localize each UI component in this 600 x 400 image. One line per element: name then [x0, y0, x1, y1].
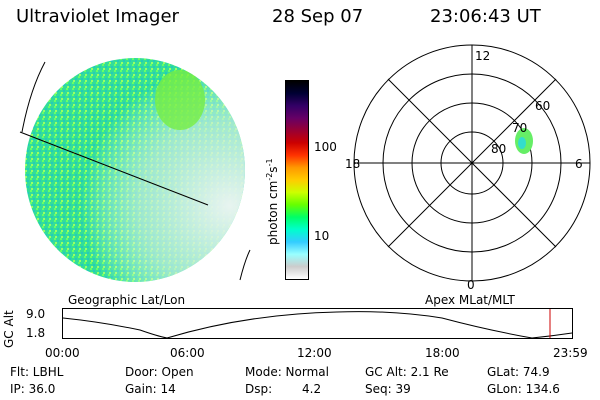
status-dsp-label: Dsp: — [245, 382, 273, 396]
alt-xtick-0600: 06:00 — [170, 346, 205, 360]
alt-xtick-0000: 00:00 — [45, 346, 80, 360]
status-glat: GLat: 74.9 — [487, 365, 550, 379]
polar-plot: 12 18 6 0 60 70 80 — [345, 44, 591, 292]
altitude-plot — [62, 308, 573, 339]
coastline-arc-2 — [239, 249, 251, 281]
mlt-label-12: 12 — [475, 49, 490, 63]
colorbar-tick-100: 100 — [314, 140, 337, 154]
alt-ytick-9: 9.0 — [26, 307, 46, 321]
coastline-arc — [21, 61, 46, 133]
colorbar-tick-10: 10 — [314, 229, 330, 243]
colorbar — [285, 80, 309, 280]
time-label: 23:06:43 UT — [430, 6, 541, 27]
status-door: Door: Open — [125, 365, 194, 379]
status-ip: IP: 36.0 — [10, 382, 56, 396]
app-title: Ultraviolet Imager — [16, 6, 179, 27]
alt-xtick-1800: 18:00 — [425, 346, 460, 360]
alt-xtick-2359: 23:59 — [553, 346, 588, 360]
mlt-label-0: 0 — [467, 278, 475, 292]
status-flt: Flt: LBHL — [10, 365, 64, 379]
polar-diagonal-2 — [387, 78, 557, 248]
altitude-plot-frame — [62, 308, 573, 339]
date-label: 28 Sep 07 — [272, 6, 364, 27]
terminator-line — [19, 131, 209, 206]
mlt-label-6: 6 — [575, 157, 583, 171]
lat-label-60: 60 — [535, 99, 550, 113]
status-mode: Mode: Normal — [245, 365, 329, 379]
geographic-label: Geographic Lat/Lon — [68, 293, 186, 307]
alt-ytick-1_8: 1.8 — [26, 326, 46, 340]
status-glon: GLon: 134.6 — [487, 382, 560, 396]
status-dsp-value: 4.2 — [302, 382, 322, 396]
alt-xtick-1200: 12:00 — [297, 346, 332, 360]
lat-label-70: 70 — [512, 121, 527, 135]
altitude-curve — [62, 311, 573, 339]
colorbar-label: photon cm-2s-1 — [265, 158, 280, 245]
status-gain: Gain: 14 — [125, 382, 176, 396]
uv-image-geographic — [19, 58, 251, 282]
apex-label: Apex MLat/MLT — [425, 293, 515, 307]
status-seq: Seq: 39 — [365, 382, 411, 396]
lat-label-80: 80 — [491, 142, 506, 156]
auroral-oval-core — [518, 137, 526, 149]
status-gc-alt: GC Alt: 2.1 Re — [365, 365, 449, 379]
alt-ylabel: GC Alt — [2, 310, 16, 348]
mlt-label-18: 18 — [345, 157, 360, 171]
